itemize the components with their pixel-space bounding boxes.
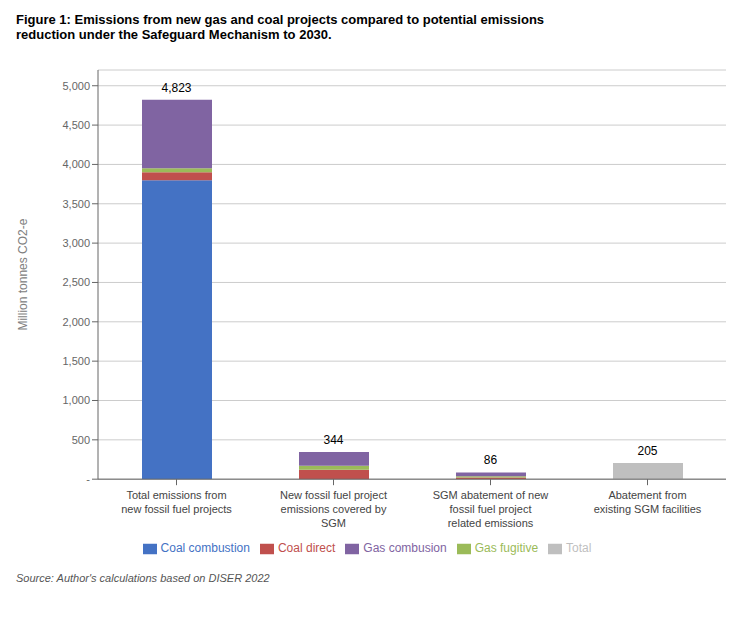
svg-text:Total emissions fromnew fossil: Total emissions fromnew fossil fuel proj… bbox=[121, 489, 232, 515]
svg-text:1,000: 1,000 bbox=[62, 394, 90, 406]
svg-text:4,823: 4,823 bbox=[161, 81, 191, 95]
svg-text:1,500: 1,500 bbox=[62, 355, 90, 367]
svg-text:205: 205 bbox=[637, 444, 657, 458]
svg-text:Million tonnes CO2-e: Million tonnes CO2-e bbox=[16, 218, 30, 330]
html-text:Total: Total bbox=[566, 541, 592, 556]
html-text:Gas combusion: Gas combusion bbox=[363, 541, 447, 556]
svg-text:Abatement fromexisting SGM fac: Abatement fromexisting SGM facilities bbox=[594, 489, 702, 515]
svg-text:3,000: 3,000 bbox=[62, 237, 90, 249]
svg-text:2,000: 2,000 bbox=[62, 316, 90, 328]
html-text:Source: Author's calculations: Source: Author's calculations based on D… bbox=[16, 572, 270, 584]
svg-text:New fossil fuel projectemissio: New fossil fuel projectemissions covered… bbox=[280, 489, 387, 529]
svg-text:344: 344 bbox=[323, 433, 343, 447]
svg-text:4,500: 4,500 bbox=[62, 119, 90, 131]
html-text:Gas fugitive: Gas fugitive bbox=[474, 541, 539, 556]
svg-text:2,500: 2,500 bbox=[62, 276, 90, 288]
svg-text:500: 500 bbox=[72, 434, 90, 446]
svg-text:5,000: 5,000 bbox=[62, 80, 90, 92]
svg-text:3,500: 3,500 bbox=[62, 198, 90, 210]
svg-text:SGM abatement of newfossil fue: SGM abatement of newfossil fuel projectr… bbox=[433, 489, 549, 529]
svg-text:4,000: 4,000 bbox=[62, 158, 90, 170]
html-text:Coal combustion: Coal combustion bbox=[160, 541, 250, 556]
svg-text:86: 86 bbox=[484, 453, 498, 467]
html-text:Coal direct: Coal direct bbox=[278, 541, 336, 556]
html-text:Figure 1: Emissions from new g: Figure 1: Emissions from new gas and coa… bbox=[16, 12, 545, 27]
svg-text:-: - bbox=[86, 473, 90, 485]
html-text:reduction under the Safeguard: reduction under the Safeguard Mechanism … bbox=[16, 27, 332, 42]
